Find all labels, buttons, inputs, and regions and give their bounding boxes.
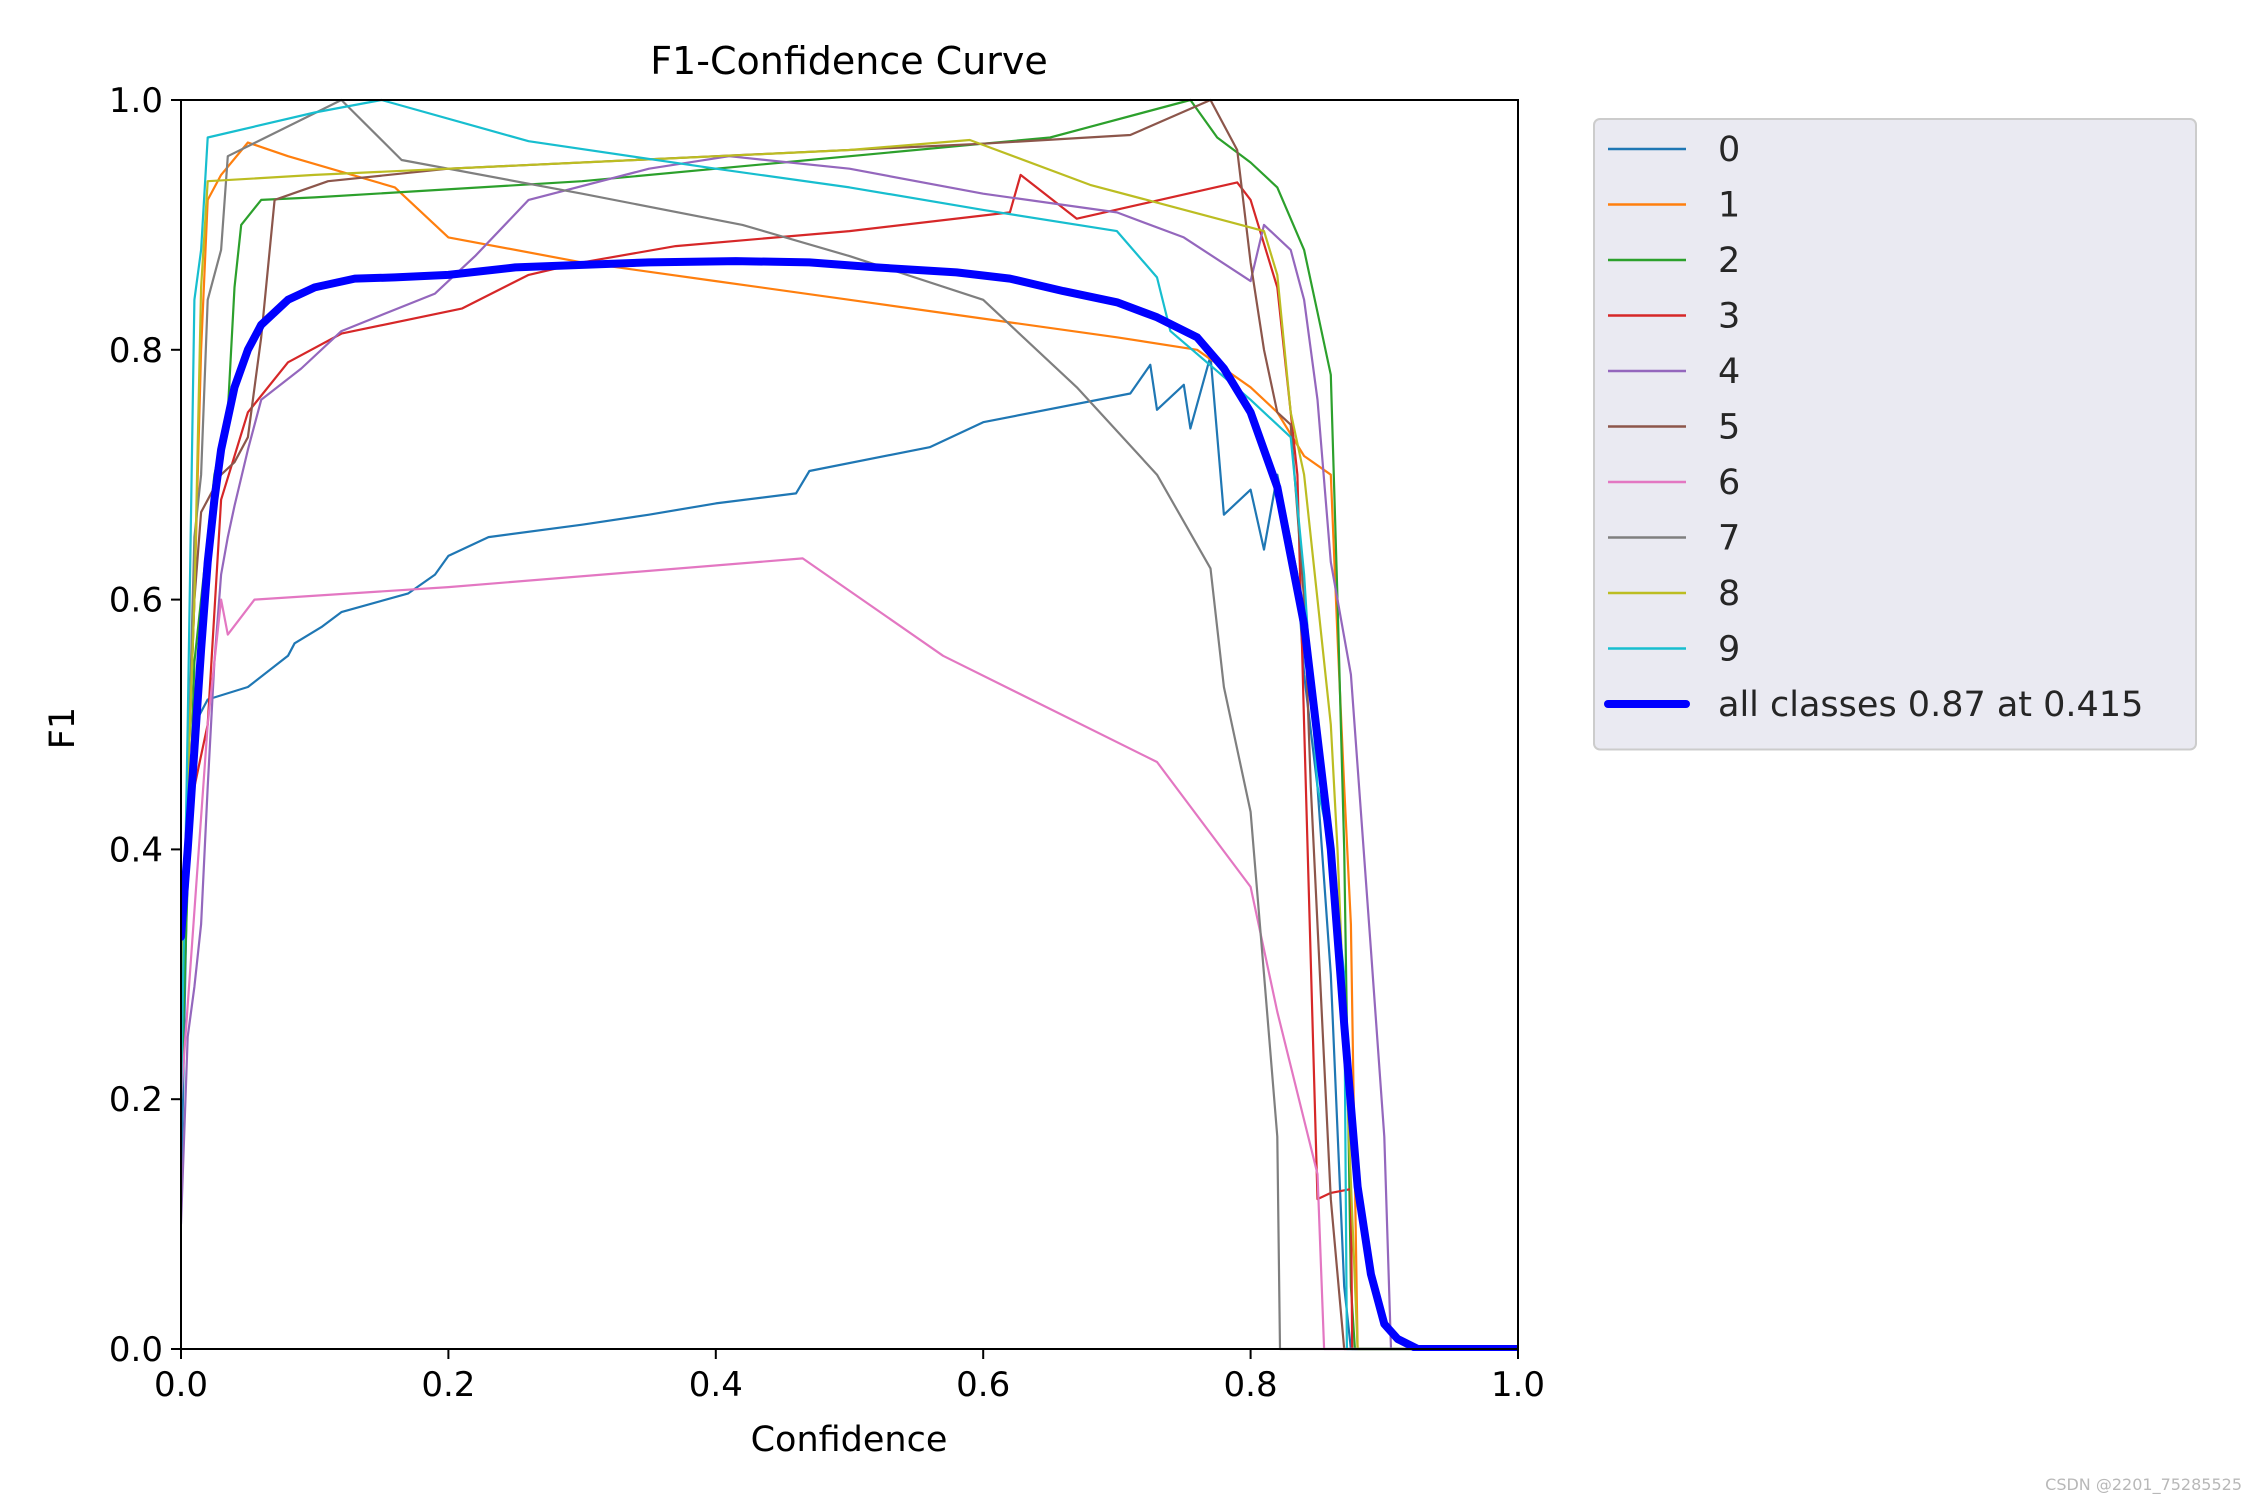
legend-label: 9 (1718, 630, 1740, 670)
watermark: CSDN @2201_75285525 (2045, 1475, 2242, 1494)
x-tick-label: 0.8 (1224, 1365, 1278, 1405)
y-tick-label: 0.0 (109, 1330, 163, 1370)
legend: 0 1 2 3 4 5 6 7 8 9 all classes 0.87 at 0.415 (1593, 118, 2197, 751)
y-axis-ticks: 0.0 0.2 0.4 0.6 0.8 1.0 (109, 81, 181, 1370)
legend-label: 1 (1718, 186, 1740, 226)
x-tick-label: 1.0 (1491, 1365, 1545, 1405)
x-axis-ticks: 0.0 0.2 0.4 0.6 0.8 1.0 (154, 1349, 1545, 1405)
y-tick-label: 0.2 (109, 1080, 163, 1120)
legend-label: 4 (1718, 352, 1740, 392)
legend-label: 6 (1718, 463, 1740, 503)
legend-label: 2 (1718, 241, 1740, 281)
legend-box (1593, 118, 2197, 751)
x-axis-label: Confidence (751, 1420, 948, 1460)
legend-label: 5 (1718, 408, 1740, 448)
y-axis-label: F1 (43, 707, 83, 749)
series-line-8 (181, 138, 1518, 1351)
x-tick-label: 0.0 (154, 1365, 208, 1405)
plot-frame (180, 99, 1519, 1350)
legend-label: 3 (1718, 297, 1740, 337)
series-lines (181, 98, 1518, 1351)
legend-label: 8 (1718, 574, 1740, 614)
x-tick-label: 0.4 (689, 1365, 743, 1405)
y-tick-label: 1.0 (109, 81, 163, 121)
legend-label: 0 (1718, 130, 1740, 170)
y-tick-label: 0.4 (109, 830, 163, 870)
y-tick-label: 0.8 (109, 331, 163, 371)
series-line-6 (181, 557, 1518, 1351)
y-tick-label: 0.6 (109, 581, 163, 621)
series-line-all-classes (181, 257, 1518, 1351)
x-tick-label: 0.6 (956, 1365, 1010, 1405)
legend-label: all classes 0.87 at 0.415 (1718, 685, 2143, 725)
plot-area (180, 98, 1519, 1351)
chart-title: F1-Confidence Curve (650, 39, 1048, 83)
x-tick-label: 0.2 (421, 1365, 475, 1405)
series-line-7 (181, 98, 1518, 1351)
series-line-2 (181, 98, 1518, 1351)
legend-label: 7 (1718, 519, 1740, 559)
